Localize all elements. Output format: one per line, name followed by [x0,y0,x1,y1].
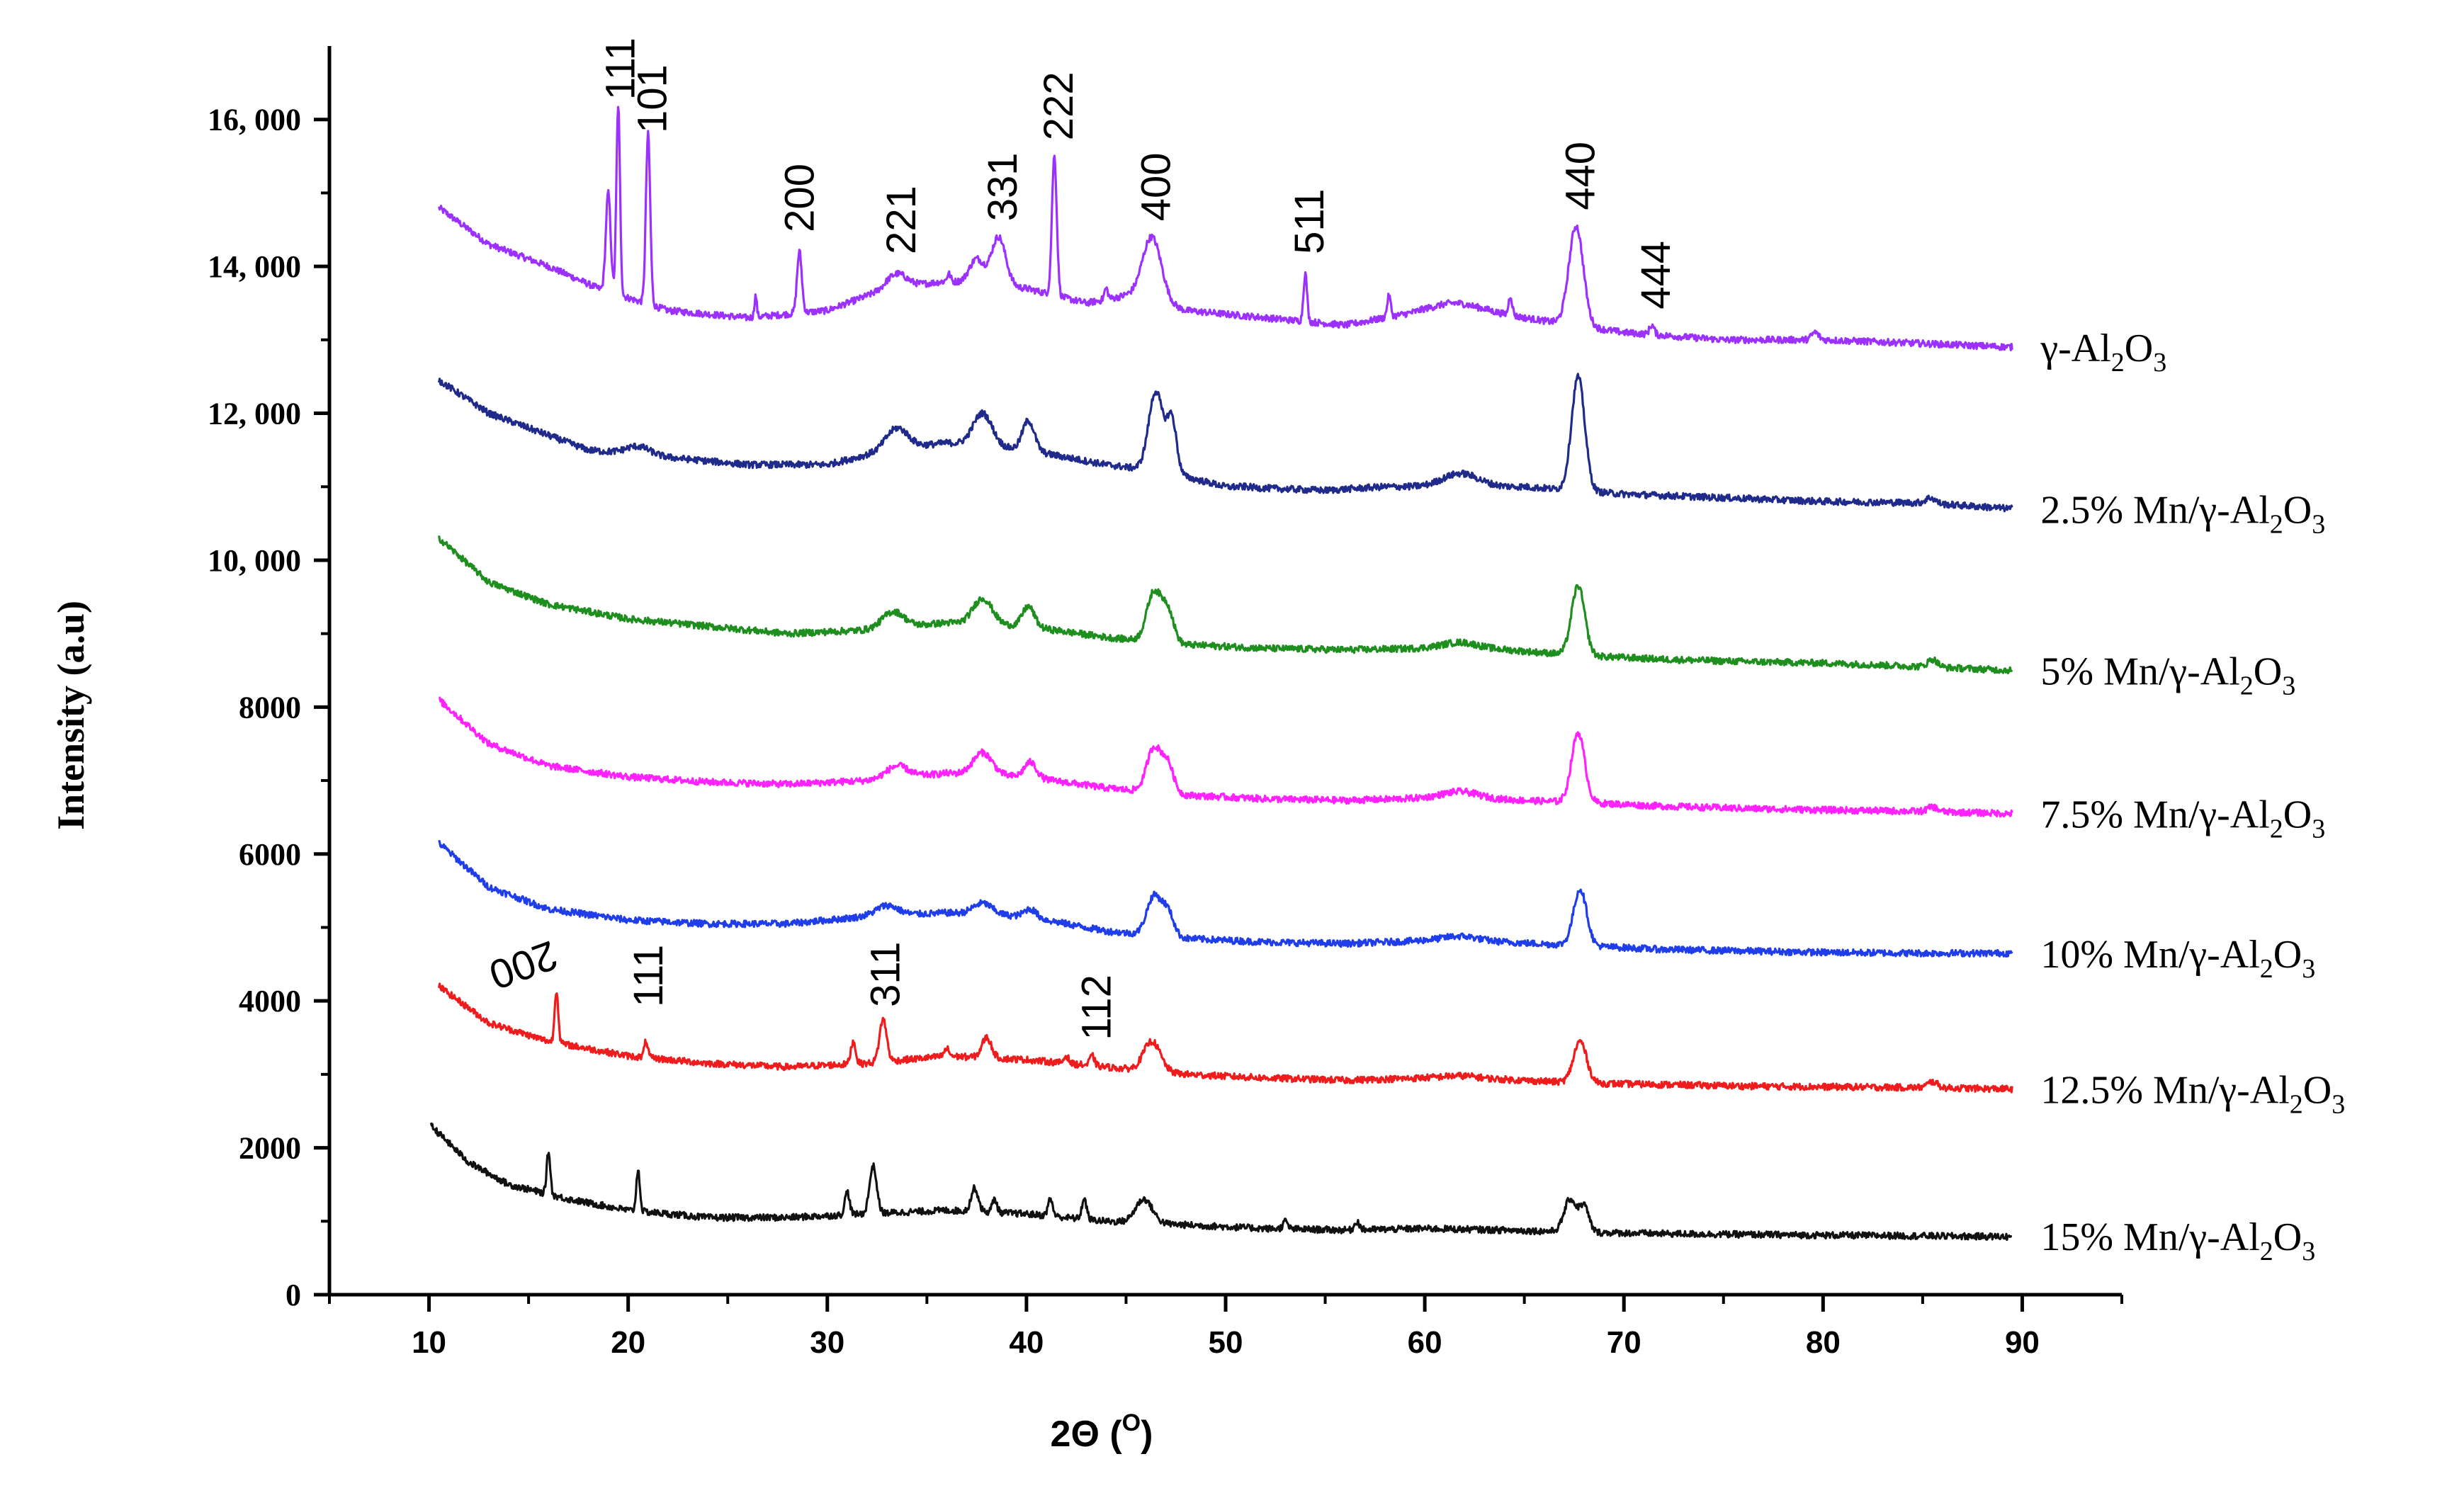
series-label-text: 12.5% Mn/γ-Al [2040,1069,2289,1113]
series-label-subscript: 2 [2111,348,2125,377]
series-label-text: 2.5% Mn/γ-Al [2040,488,2269,532]
y-ticks: 0 2000 4000 6000 8000 10, 000 12, 000 14, 000 16… [208,103,329,1312]
x-tick-label: 90 [2005,1325,2040,1360]
series-label-subscript: 2 [2270,509,2283,539]
series-line [438,106,2013,351]
series-label-text: 5% Mn/γ-Al [2040,650,2239,694]
series-label-subscript: 2 [2290,1090,2303,1120]
series-label-text: O [2303,1069,2332,1113]
x-ticks: 10 20 30 40 50 60 70 80 90 [328,1295,2123,1360]
peak-label: 331 [980,152,1026,221]
series-label-text: O [2273,933,2302,977]
series-line [429,1122,2013,1241]
peak-label: 200 [776,164,823,232]
peak-label: 400 [1134,152,1180,221]
series-label: 5% Mn/γ-Al2O3 [2040,650,2295,701]
peak-label: 311 [862,941,908,1006]
series-lines [429,106,2013,1241]
series-label: 15% Mn/γ-Al2O3 [2040,1215,2315,1266]
series-label: 2.5% Mn/γ-Al2O3 [2040,488,2325,539]
x-axis-title-close: ) [1141,1414,1153,1455]
peak-label: 112 [1073,975,1119,1040]
series-label-subscript: 2 [2270,814,2283,844]
series-label-subscript: 2 [2260,1237,2273,1266]
x-tick-label: 50 [1209,1325,1243,1360]
peak-label: 440 [1557,142,1603,210]
series-label-text: 15% Mn/γ-Al [2040,1215,2259,1259]
series-label-subscript: 3 [2282,671,2295,701]
peak-label: 101 [629,64,675,133]
y-tick-label: 8000 [239,690,301,725]
peak-label: 221 [878,186,925,254]
y-tick-label: 6000 [239,837,301,872]
peak-label: 111 [597,38,643,100]
x-tick-label: 10 [412,1325,446,1360]
x-tick-label: 70 [1607,1325,1641,1360]
x-tick-label: 20 [611,1325,645,1360]
x-axis-title-superscript: O [1122,1409,1141,1436]
y-tick-label: 12, 000 [208,397,301,431]
peak-label: 444 [1633,241,1679,310]
series-label-text: 7.5% Mn/γ-Al [2040,793,2269,837]
series-label-subscript: 3 [2312,814,2325,844]
series-label-subscript: 3 [2332,1090,2345,1120]
series-label: 12.5% Mn/γ-Al2O3 [2040,1069,2345,1120]
y-tick-label: 2000 [239,1131,301,1166]
x-tick-label: 30 [810,1325,844,1360]
y-tick-label: 10, 000 [208,543,301,578]
y-tick-label: 4000 [239,984,301,1018]
series-label-text: γ-Al [2040,327,2110,370]
x-axis-title: 2Θ (O) [1051,1409,1153,1455]
series-label-subscript: 3 [2312,509,2325,539]
peak-label: 200 [483,931,563,998]
y-tick-label: 16, 000 [208,103,301,137]
peak-label: 111 [626,945,672,1007]
series-label-subscript: 2 [2260,954,2273,984]
series-label-text: O [2283,793,2312,837]
series-label-subscript: 3 [2153,348,2166,377]
series-label-text: O [2273,1215,2302,1259]
series-label-text: O [2283,488,2312,532]
series-line [439,696,2013,818]
series-label: 7.5% Mn/γ-Al2O3 [2040,793,2325,844]
series-line [438,535,2013,675]
series-line [438,373,2013,513]
axes [327,46,2122,1297]
x-tick-label: 80 [1806,1325,1841,1360]
series-label-text: 10% Mn/γ-Al [2040,933,2259,977]
series-label-subscript: 3 [2302,1237,2315,1266]
peak-label: 511 [1287,188,1333,254]
x-tick-label: 40 [1009,1325,1044,1360]
y-tick-label: 0 [286,1278,301,1312]
series-label-subscript: 2 [2240,671,2254,701]
series-label: 10% Mn/γ-Al2O3 [2040,933,2315,984]
series-label-text: O [2254,650,2282,694]
series-line [438,839,2013,958]
series-label: γ-Al2O3 [2040,327,2166,377]
x-axis-title-main: 2Θ ( [1051,1414,1123,1455]
series-label-text: O [2125,327,2153,370]
y-axis-title: Intensity (a.u) [50,601,92,830]
peak-label: 222 [1036,72,1082,140]
y-tick-label: 14, 000 [208,249,301,284]
series-line [438,982,2013,1094]
series-label-subscript: 3 [2302,954,2315,984]
x-tick-label: 60 [1408,1325,1442,1360]
